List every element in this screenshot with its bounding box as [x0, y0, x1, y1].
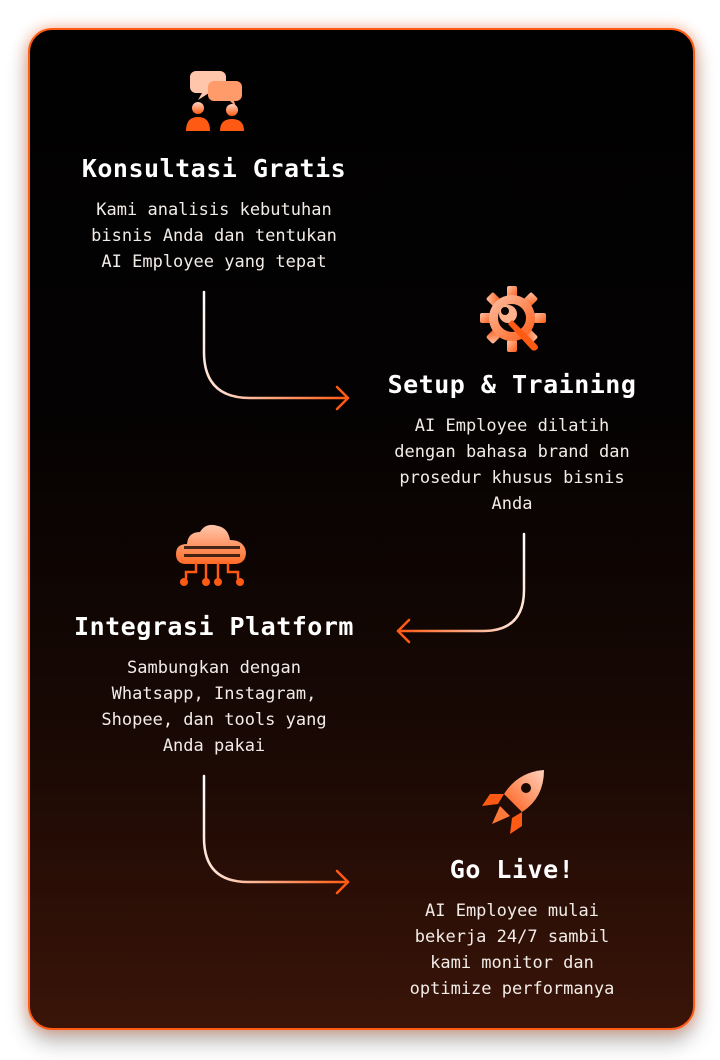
step-title: Integrasi Platform	[74, 612, 354, 641]
step-konsultasi: Konsultasi Gratis Kami analisis kebutuha…	[54, 154, 374, 275]
connector-arrow-1	[202, 290, 350, 411]
step-description: AI Employee dilatih dengan bahasa brand …	[394, 416, 630, 514]
cloud-network-icon	[176, 524, 246, 586]
connector-arrow-2	[396, 532, 526, 644]
connector-arrow-3	[202, 774, 350, 895]
process-steps-card: Konsultasi Gratis Kami analisis kebutuha…	[28, 28, 695, 1030]
step-title: Setup & Training	[387, 370, 637, 399]
step-description: Sambungkan dengan Whatsapp, Instagram, S…	[101, 658, 327, 756]
step-go-live: Go Live! AI Employee mulai bekerja 24/7 …	[352, 855, 672, 1002]
step-setup-training: Setup & Training AI Employee dilatih den…	[352, 370, 672, 517]
step-description: AI Employee mulai bekerja 24/7 sambil ka…	[409, 901, 615, 999]
consultation-chat-icon	[186, 71, 244, 131]
gear-wrench-icon	[480, 286, 546, 352]
step-description: Kami analisis kebutuhan bisnis Anda dan …	[91, 200, 337, 272]
step-title: Konsultasi Gratis	[81, 154, 347, 183]
rocket-icon	[482, 770, 544, 834]
step-title: Go Live!	[449, 855, 575, 884]
step-integrasi-platform: Integrasi Platform Sambungkan dengan Wha…	[54, 612, 374, 759]
step-connectors	[202, 290, 526, 895]
